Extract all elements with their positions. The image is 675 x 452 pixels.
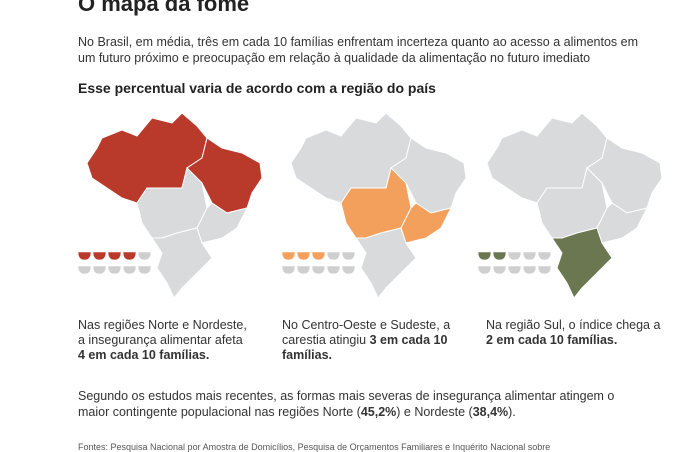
text: ) e Nordeste ( bbox=[396, 405, 473, 419]
bowl bbox=[281, 251, 296, 261]
bowl bbox=[107, 251, 122, 261]
bowl bbox=[477, 251, 492, 261]
region bbox=[151, 227, 213, 299]
bowl bbox=[492, 265, 507, 275]
brazil-map bbox=[86, 112, 263, 299]
bowl bbox=[522, 251, 537, 261]
text: Na região Sul, o índice chega a bbox=[486, 318, 661, 332]
bowl bbox=[537, 251, 552, 261]
text: ). bbox=[508, 405, 516, 419]
highlight: 45,2% bbox=[360, 405, 397, 419]
bowl bbox=[107, 265, 122, 275]
bowl bbox=[137, 251, 152, 261]
bowl bbox=[507, 265, 522, 275]
intro: No Brasil, em média, três em cada 10 fam… bbox=[78, 35, 638, 65]
bowl bbox=[522, 265, 537, 275]
subtitle: Esse percentual varia de acordo com a re… bbox=[78, 80, 436, 96]
bowl bbox=[341, 251, 356, 261]
text: No Centro-Oeste e Sudeste, a carestia at… bbox=[282, 318, 451, 347]
bowl bbox=[326, 251, 341, 261]
bowl bbox=[296, 251, 311, 261]
bowl bbox=[341, 265, 356, 275]
bowl bbox=[311, 251, 326, 261]
highlight: 3 em cada 10 famílias. bbox=[282, 333, 448, 362]
highlight: 2 em cada 10 famílias. bbox=[486, 333, 618, 347]
highlight: 38,4% bbox=[472, 405, 509, 419]
bowl bbox=[537, 265, 552, 275]
bowl bbox=[77, 265, 92, 275]
region bbox=[551, 227, 613, 299]
bowl bbox=[77, 251, 92, 261]
footer: Segundo os estudos mais recentes, as for… bbox=[78, 388, 648, 420]
bowl bbox=[281, 265, 296, 275]
panel-text: Nas regiões Norte e Nordeste, a insegura… bbox=[78, 318, 253, 363]
bowl bbox=[137, 265, 152, 275]
text: Nas regiões Norte e Nordeste, a insegura… bbox=[78, 318, 247, 347]
title: O mapa da fome bbox=[78, 0, 250, 16]
bowl bbox=[326, 265, 341, 275]
bowl bbox=[492, 251, 507, 261]
text: Segundo os estudos mais recentes, as for… bbox=[78, 389, 615, 419]
bowl bbox=[122, 265, 137, 275]
bowl bbox=[507, 251, 522, 261]
panel-text: No Centro-Oeste e Sudeste, a carestia at… bbox=[282, 318, 457, 363]
source: Fontes: Pesquisa Nacional por Amostra de… bbox=[78, 442, 551, 452]
region bbox=[355, 227, 417, 299]
bowl bbox=[311, 265, 326, 275]
bowl bbox=[92, 265, 107, 275]
brazil-map bbox=[486, 112, 663, 299]
brazil-map bbox=[290, 112, 467, 299]
highlight: 4 em cada 10 famílias. bbox=[78, 348, 210, 362]
bowl bbox=[122, 251, 137, 261]
bowl bbox=[92, 251, 107, 261]
panel-text: Na região Sul, o índice chega a 2 em cad… bbox=[486, 318, 661, 348]
bowl bbox=[477, 265, 492, 275]
bowl bbox=[296, 265, 311, 275]
